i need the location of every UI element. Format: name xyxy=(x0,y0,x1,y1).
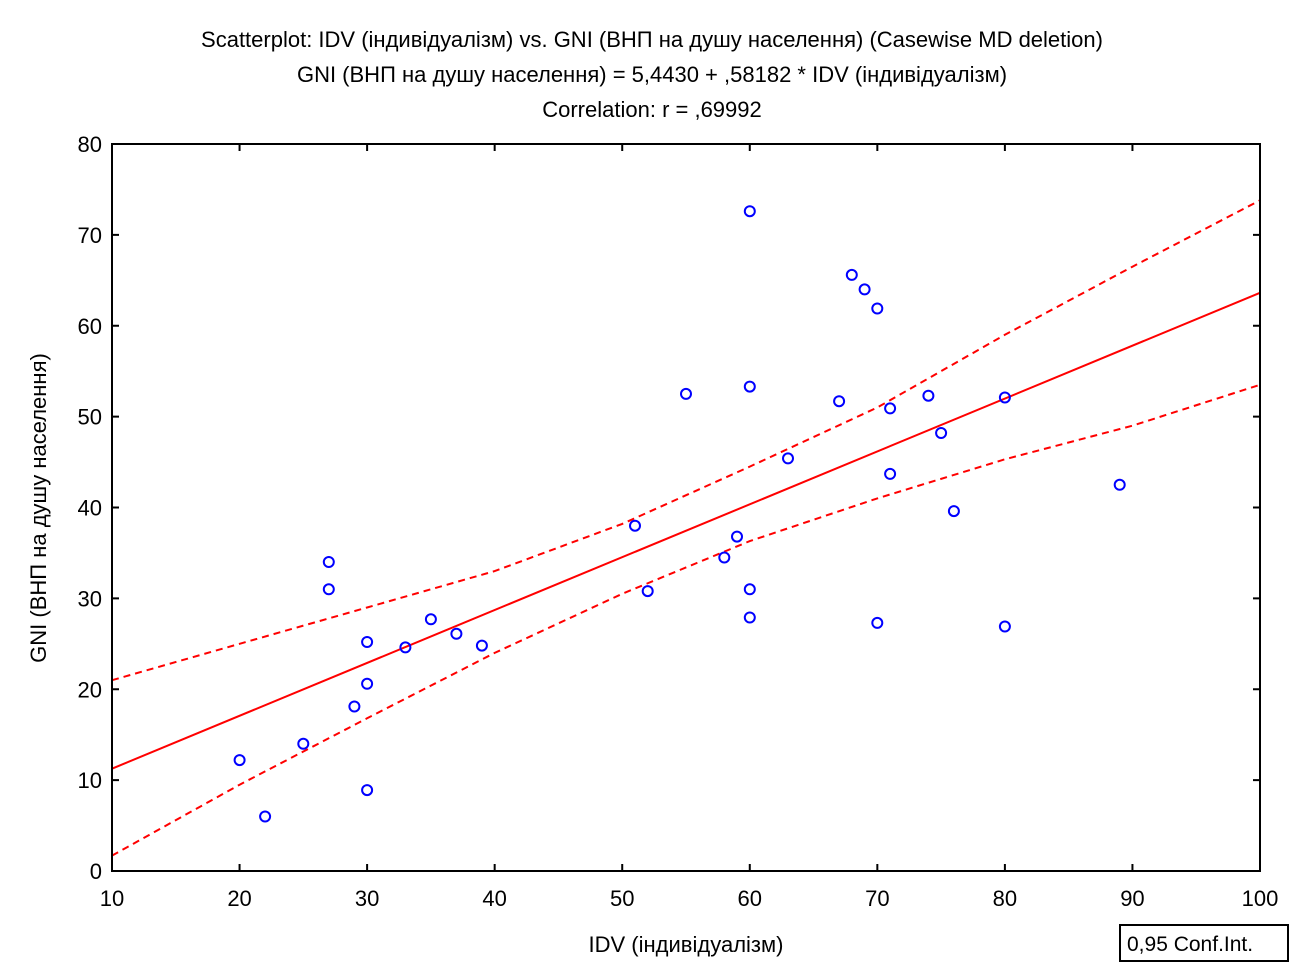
ci-upper-line xyxy=(111,199,1261,682)
x-tick-label: 30 xyxy=(355,886,379,911)
y-tick-label: 50 xyxy=(78,405,102,430)
data-point xyxy=(845,268,858,281)
data-point xyxy=(1113,478,1126,491)
x-tick-label: 80 xyxy=(993,886,1017,911)
chart-title-line-2: GNI (ВНП на душу населення) = 5,4430 + ,… xyxy=(297,62,1007,87)
data-point xyxy=(361,784,374,797)
data-point xyxy=(450,627,463,640)
data-point xyxy=(998,391,1011,404)
data-point xyxy=(233,754,246,767)
y-axis-label: GNI (ВНП на душу населення) xyxy=(26,353,51,663)
data-point xyxy=(871,616,884,629)
x-tick-label: 10 xyxy=(100,886,124,911)
data-point xyxy=(743,205,756,218)
data-point xyxy=(680,387,692,400)
data-point xyxy=(718,551,731,564)
data-points xyxy=(233,205,1126,823)
data-point xyxy=(743,611,756,624)
y-tick-label: 70 xyxy=(78,223,102,248)
data-point xyxy=(297,737,310,750)
confidence-interval-bands xyxy=(111,199,1261,857)
y-tick-label: 0 xyxy=(90,859,102,884)
data-point xyxy=(322,556,335,568)
data-point xyxy=(782,452,794,465)
data-point xyxy=(629,519,641,532)
chart-title: Scatterplot: IDV (індивідуалізм) vs. GNI… xyxy=(201,27,1103,122)
data-point xyxy=(259,810,272,823)
data-point xyxy=(884,467,897,480)
y-tick-label: 30 xyxy=(78,586,102,611)
data-point xyxy=(935,427,948,439)
x-tick-label: 100 xyxy=(1242,886,1279,911)
data-point xyxy=(884,402,897,415)
data-point xyxy=(361,636,374,648)
x-tick-label: 90 xyxy=(1120,886,1144,911)
y-tick-label: 10 xyxy=(78,768,102,793)
y-tick-label: 60 xyxy=(78,314,102,339)
x-tick-label: 50 xyxy=(610,886,634,911)
data-point xyxy=(998,620,1011,633)
legend-frame xyxy=(1119,924,1289,962)
x-axis-ticks: 10 20 30 40 50 60 70 80 90 100 xyxy=(100,144,1279,911)
legend-label: 0,95 Conf.Int. xyxy=(1127,933,1253,956)
data-point xyxy=(743,380,756,393)
x-axis-label: IDV (індивідуалізм) xyxy=(589,932,784,957)
legend-box: 0,95 Conf.Int. xyxy=(1119,924,1289,962)
data-point xyxy=(743,583,756,596)
data-point xyxy=(361,677,374,690)
x-tick-label: 70 xyxy=(865,886,889,911)
data-point xyxy=(922,389,935,402)
y-axis-ticks: 0 10 20 30 40 50 60 70 80 xyxy=(78,132,1260,884)
chart-title-line-3: Correlation: r = ,69992 xyxy=(542,97,762,122)
data-point xyxy=(731,530,743,543)
data-point xyxy=(833,395,846,408)
chart-title-line-1: Scatterplot: IDV (індивідуалізм) vs. GNI… xyxy=(201,27,1103,52)
data-point xyxy=(475,639,488,652)
y-tick-label: 40 xyxy=(78,496,102,521)
regression-line-group xyxy=(111,291,1261,770)
data-point xyxy=(858,283,871,296)
ci-lower-line xyxy=(111,383,1261,857)
data-point xyxy=(641,585,654,598)
data-point xyxy=(348,700,361,713)
x-tick-label: 40 xyxy=(482,886,506,911)
x-tick-label: 20 xyxy=(227,886,251,911)
data-point xyxy=(399,641,412,654)
data-point xyxy=(424,613,437,626)
y-tick-label: 80 xyxy=(78,132,102,157)
y-tick-label: 20 xyxy=(78,677,102,702)
x-tick-label: 60 xyxy=(738,886,762,911)
data-point xyxy=(322,583,335,596)
data-point xyxy=(947,505,960,518)
regression-line xyxy=(111,291,1261,770)
data-point xyxy=(871,302,884,315)
